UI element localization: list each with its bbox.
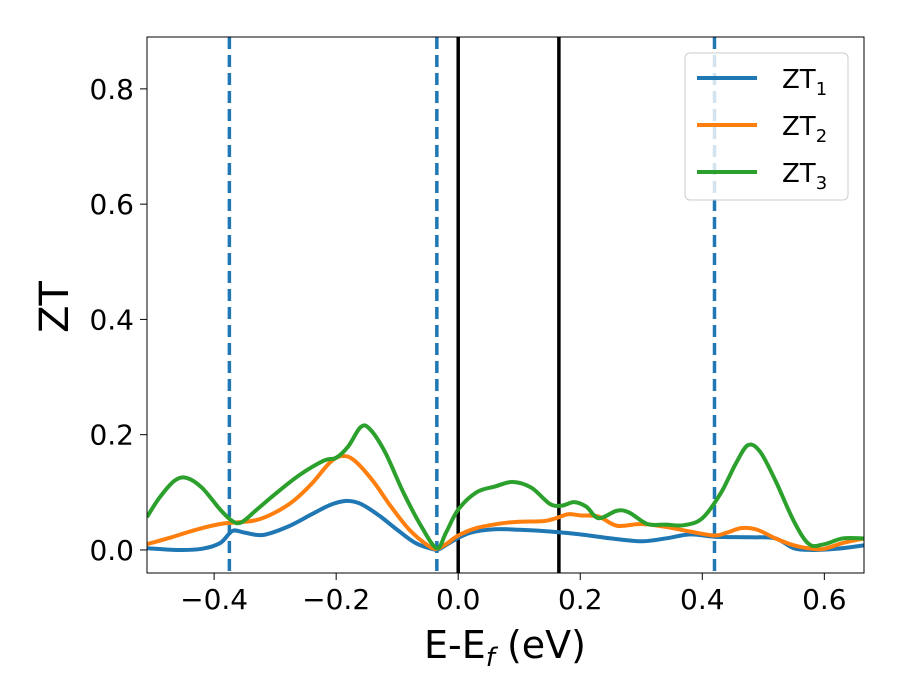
reference-lines [227,37,717,573]
legend-label-zt3: ZT3 [782,159,827,194]
legend-box [684,52,849,201]
series-line-zt2 [147,453,864,552]
x-tick-label: 0.2 [558,583,603,616]
legend: ZT1 ZT2 ZT3 [684,52,849,201]
y-tick-label: 0.6 [89,188,134,221]
plot-border [146,36,865,574]
x-axis-label-suffix: (eV) [495,623,586,667]
x-tick-label: 0.0 [436,583,481,616]
x-axis-label-main: E-E [424,623,486,667]
y-tick-label: 0.2 [89,419,134,452]
y-axis-label: ZT [32,281,78,333]
x-tick-label: 0.4 [680,583,725,616]
y-axis: 0.0 0.2 0.4 0.6 0.8 [89,73,147,567]
x-axis: −0.4 −0.2 0.0 0.2 0.4 0.6 [180,573,847,616]
y-tick-label: 0.4 [89,303,134,336]
legend-label-zt2: ZT2 [782,112,827,147]
x-tick-label: −0.4 [180,583,248,616]
x-tick-label: −0.2 [302,583,370,616]
series-line-zt3 [147,423,864,551]
x-tick-label: 0.6 [802,583,847,616]
y-tick-label: 0.8 [89,73,134,106]
legend-label-zt1: ZT1 [782,65,827,100]
x-axis-label: E-Ef (eV) [424,623,586,673]
y-tick-label: 0.0 [89,534,134,567]
series-lines [147,423,864,552]
